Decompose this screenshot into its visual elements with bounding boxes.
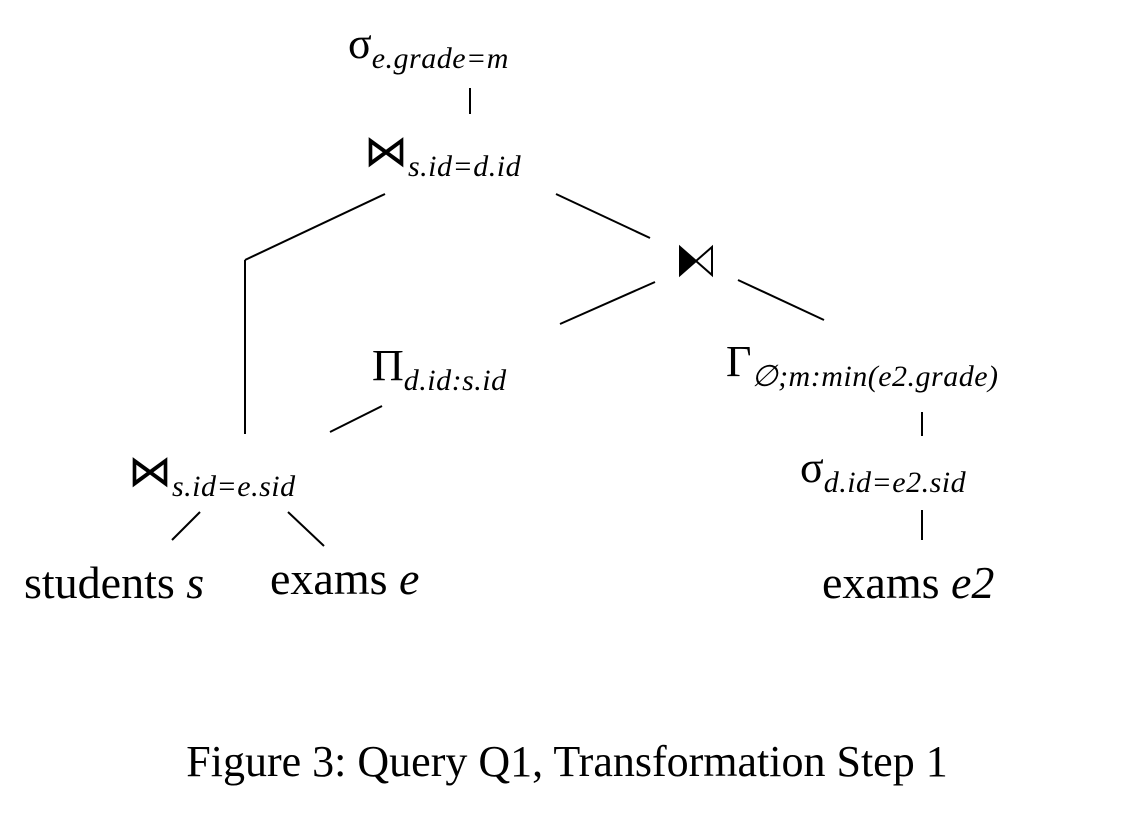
join-top-condition: s.id=d.id: [408, 150, 522, 183]
join-bottom-condition: s.id=e.sid: [172, 470, 296, 503]
pi-symbol: Π: [372, 341, 404, 390]
gamma-symbol: Γ: [726, 337, 752, 386]
edge-join-bottom-to-students: [171, 511, 201, 541]
edge-semijoin-to-group: [737, 279, 825, 321]
selection-top-condition: e.grade=m: [371, 42, 509, 75]
edge-semijoin-to-project: [559, 281, 656, 325]
edge-project-to-join-bottom: [329, 405, 383, 433]
join-bottom: ⋈s.id=e.sid: [128, 447, 296, 502]
join-symbol: ⋈: [364, 127, 408, 176]
semijoin-icon: [679, 244, 713, 278]
relation-alias: s: [186, 557, 205, 608]
relation-name: exams: [822, 557, 940, 608]
join-top: ⋈s.id=d.id: [364, 127, 521, 182]
relation-alias: e: [399, 553, 420, 604]
edge-join-bottom-to-exams-e: [287, 511, 325, 547]
projection: Πd.id:s.id: [372, 341, 507, 396]
join-symbol: ⋈: [128, 447, 172, 496]
projection-attributes: d.id:s.id: [403, 364, 507, 397]
selection-bottom: σd.id=e2.sid: [800, 443, 966, 498]
edge-join-top-to-left-branch: [244, 193, 386, 261]
leaf-exams-e: exams e: [270, 556, 419, 602]
selection-bottom-condition: d.id=e2.sid: [823, 466, 967, 499]
edge-join-top-to-semijoin: [555, 193, 651, 239]
figure-caption: Figure 3: Query Q1, Transformation Step …: [186, 737, 948, 786]
sigma-symbol: σ: [348, 19, 372, 68]
relation-alias: e2: [951, 557, 995, 608]
semijoin: [678, 244, 714, 278]
leaf-exams-e2: exams e2: [822, 560, 994, 606]
leaf-students: students s: [24, 560, 204, 606]
grouping: Γ∅;m:min(e2.grade): [726, 337, 999, 392]
grouping-spec: ∅;m:min(e2.grade): [751, 360, 999, 393]
relation-name: exams: [270, 553, 388, 604]
sigma-symbol: σ: [800, 443, 824, 492]
relation-name: students: [24, 557, 175, 608]
selection-top: σe.grade=m: [348, 19, 509, 74]
